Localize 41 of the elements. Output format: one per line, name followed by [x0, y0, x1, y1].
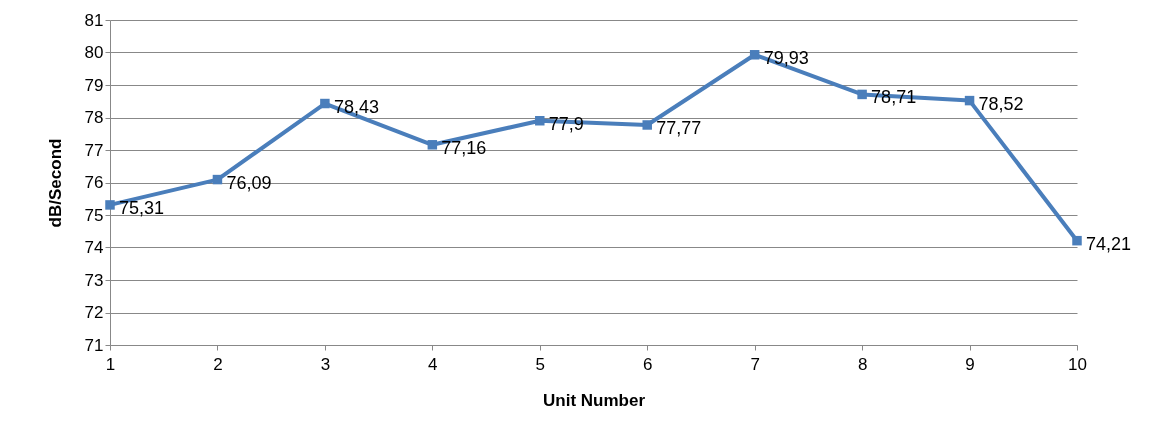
y-tick-label: 77 [84, 140, 104, 160]
y-tick-label: 73 [84, 270, 104, 290]
x-tick-label: 2 [213, 354, 223, 374]
y-tick-label: 81 [84, 10, 104, 30]
point [320, 98, 330, 109]
x-tick-label: 1 [105, 354, 116, 374]
x-tick-label: 5 [535, 354, 546, 374]
x-tick-label: 8 [857, 354, 868, 374]
x-tick-label: 7 [750, 354, 760, 374]
point [105, 200, 115, 210]
y-tick-label: 78 [84, 108, 104, 127]
x-tick-label: 3 [320, 354, 331, 374]
data-label: 77,16 [441, 137, 487, 158]
data-label: 78,43 [333, 96, 379, 117]
x-tick-label: 10 [1068, 354, 1087, 374]
data-label: 77,77 [656, 117, 702, 138]
point [1072, 235, 1082, 246]
point [964, 95, 975, 106]
point [427, 140, 438, 150]
point [642, 120, 652, 130]
y-tick-label: 71 [84, 335, 104, 355]
point [212, 174, 223, 185]
x-axis-title: Unit Number [543, 390, 646, 410]
y-axis-title: dB/Second [45, 138, 65, 228]
y-tick-label: 74 [84, 238, 104, 257]
y-tick-label: 76 [84, 173, 104, 192]
y-tick-label: 72 [84, 303, 104, 322]
data-label: 79,93 [763, 47, 809, 68]
data-label: 76,09 [226, 172, 272, 193]
y-tick-label: 79 [84, 75, 104, 95]
x-tick-label: 9 [965, 354, 975, 374]
data-label: 74,21 [1086, 233, 1132, 254]
x-tick-label: 6 [642, 354, 653, 374]
data-label: 78,52 [978, 93, 1024, 114]
y-tick-label: 80 [84, 43, 104, 62]
y-tick-label: 75 [84, 205, 104, 225]
data-label: 75,31 [119, 197, 165, 218]
x-tick-label: 4 [428, 354, 438, 374]
point [857, 89, 867, 100]
point [535, 116, 545, 126]
point [749, 50, 760, 60]
